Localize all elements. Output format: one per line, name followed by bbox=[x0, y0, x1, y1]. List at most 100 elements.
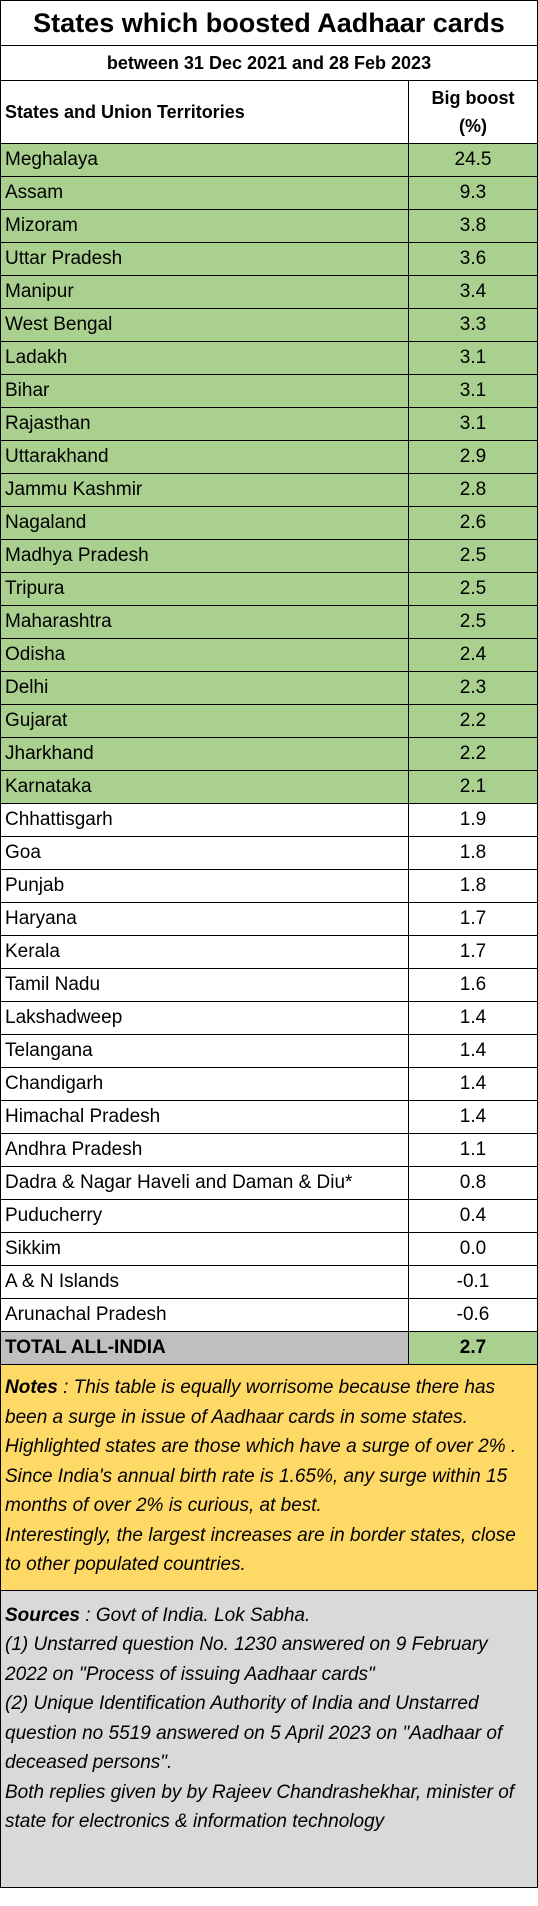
boost-cell: 0.4 bbox=[459, 1205, 487, 1226]
boost-cell: 2.4 bbox=[459, 644, 487, 665]
boost-cell: 2.8 bbox=[459, 479, 487, 500]
boost-cell: 0.8 bbox=[459, 1172, 487, 1193]
boost-cell: 3.1 bbox=[459, 347, 487, 368]
state-cell: Punjab bbox=[1, 870, 409, 902]
table-row: Ladakh 3.1 bbox=[1, 342, 537, 375]
state-cell: West Bengal bbox=[1, 309, 409, 341]
state-cell: Tripura bbox=[1, 573, 409, 605]
state-cell: Goa bbox=[1, 837, 409, 869]
state-cell: Arunachal Pradesh bbox=[1, 1299, 409, 1331]
table-row: Nagaland 2.6 bbox=[1, 507, 537, 540]
state-cell: Delhi bbox=[1, 672, 409, 704]
table-row: Lakshadweep 1.4 bbox=[1, 1002, 537, 1035]
column-header-boost: Big boost (%) bbox=[409, 81, 537, 143]
table-row: Tripura 2.5 bbox=[1, 573, 537, 606]
boost-cell: 1.8 bbox=[459, 842, 487, 863]
table-row: Goa 1.8 bbox=[1, 837, 537, 870]
state-cell: A & N Islands bbox=[1, 1266, 409, 1298]
sources-box: Sources : Govt of India. Lok Sabha. (1) … bbox=[1, 1590, 537, 1887]
table-row: Rajasthan 3.1 bbox=[1, 408, 537, 441]
state-cell: Chhattisgarh bbox=[1, 804, 409, 836]
state-cell: Lakshadweep bbox=[1, 1002, 409, 1034]
table-row: Arunachal Pradesh -0.6 bbox=[1, 1299, 537, 1332]
table-row: Chandigarh 1.4 bbox=[1, 1068, 537, 1101]
state-cell: Jharkhand bbox=[1, 738, 409, 770]
table-row: Himachal Pradesh 1.4 bbox=[1, 1101, 537, 1134]
boost-cell: 2.5 bbox=[459, 545, 487, 566]
boost-cell: 1.4 bbox=[459, 1040, 487, 1061]
table-row: Dadra & Nagar Haveli and Daman & Diu* 0.8 bbox=[1, 1167, 537, 1200]
table-row: Madhya Pradesh 2.5 bbox=[1, 540, 537, 573]
boost-cell: 3.8 bbox=[459, 215, 487, 236]
table-row: Meghalaya 24.5 bbox=[1, 144, 537, 177]
table-row: Karnataka 2.1 bbox=[1, 771, 537, 804]
table-row: Manipur 3.4 bbox=[1, 276, 537, 309]
state-cell: Telangana bbox=[1, 1035, 409, 1067]
boost-cell: -0.1 bbox=[456, 1271, 490, 1292]
state-cell: Maharashtra bbox=[1, 606, 409, 638]
boost-cell: -0.6 bbox=[456, 1304, 490, 1325]
boost-cell: 2.2 bbox=[459, 743, 487, 764]
table-row: Jharkhand 2.2 bbox=[1, 738, 537, 771]
boost-cell: 2.6 bbox=[459, 512, 487, 533]
notes-label: Notes bbox=[5, 1377, 58, 1398]
boost-cell: 24.5 bbox=[454, 149, 492, 170]
table-row: Mizoram 3.8 bbox=[1, 210, 537, 243]
boost-cell: 1.9 bbox=[459, 809, 487, 830]
state-cell: Uttarakhand bbox=[1, 441, 409, 473]
table-row: Gujarat 2.2 bbox=[1, 705, 537, 738]
state-cell: Puducherry bbox=[1, 1200, 409, 1232]
boost-cell: 0.0 bbox=[459, 1238, 487, 1259]
state-cell: Jammu Kashmir bbox=[1, 474, 409, 506]
boost-cell: 1.6 bbox=[459, 974, 487, 995]
table-row: Chhattisgarh 1.9 bbox=[1, 804, 537, 837]
table-row: Delhi 2.3 bbox=[1, 672, 537, 705]
state-cell: Dadra & Nagar Haveli and Daman & Diu* bbox=[1, 1167, 409, 1199]
table-row: Sikkim 0.0 bbox=[1, 1233, 537, 1266]
state-cell: Rajasthan bbox=[1, 408, 409, 440]
state-cell: Karnataka bbox=[1, 771, 409, 803]
boost-cell: 2.3 bbox=[459, 677, 487, 698]
boost-cell: 1.4 bbox=[459, 1106, 487, 1127]
state-cell: Meghalaya bbox=[1, 144, 409, 176]
sources-line3: Both replies given by by Rajeev Chandras… bbox=[5, 1781, 515, 1833]
boost-cell: 3.6 bbox=[459, 248, 487, 269]
table-row: West Bengal 3.3 bbox=[1, 309, 537, 342]
notes-line3: Interestingly, the largest increases are… bbox=[5, 1524, 516, 1576]
table-row: A & N Islands -0.1 bbox=[1, 1266, 537, 1299]
page-subtitle: between 31 Dec 2021 and 28 Feb 2023 bbox=[1, 46, 537, 81]
table-row: Andhra Pradesh 1.1 bbox=[1, 1134, 537, 1167]
table-row: Bihar 3.1 bbox=[1, 375, 537, 408]
state-cell: Odisha bbox=[1, 639, 409, 671]
boost-cell: 3.1 bbox=[459, 380, 487, 401]
total-value: 2.7 bbox=[409, 1332, 537, 1364]
boost-cell: 2.2 bbox=[459, 710, 487, 731]
state-cell: Mizoram bbox=[1, 210, 409, 242]
boost-cell: 2.5 bbox=[459, 611, 487, 632]
boost-cell: 1.4 bbox=[459, 1073, 487, 1094]
state-cell: Sikkim bbox=[1, 1233, 409, 1265]
notes-box: Notes : This table is equally worrisome … bbox=[1, 1365, 537, 1591]
sources-line1: (1) Unstarred question No. 1230 answered… bbox=[5, 1634, 488, 1685]
boost-cell: 1.8 bbox=[459, 875, 487, 896]
table-row: Tamil Nadu 1.6 bbox=[1, 969, 537, 1002]
state-cell: Assam bbox=[1, 177, 409, 209]
state-cell: Nagaland bbox=[1, 507, 409, 539]
boost-cell: 1.7 bbox=[459, 908, 487, 929]
sources-line2: (2) Unique Identification Authority of I… bbox=[5, 1693, 503, 1773]
state-cell: Andhra Pradesh bbox=[1, 1134, 409, 1166]
state-cell: Manipur bbox=[1, 276, 409, 308]
sources-text: : Govt of India. Lok Sabha. bbox=[79, 1604, 311, 1626]
table-row: Kerala 1.7 bbox=[1, 936, 537, 969]
state-cell: Gujarat bbox=[1, 705, 409, 737]
boost-cell: 2.1 bbox=[459, 776, 487, 797]
boost-cell: 2.5 bbox=[459, 578, 487, 599]
table-row: Odisha 2.4 bbox=[1, 639, 537, 672]
page-title: States which boosted Aadhaar cards bbox=[1, 1, 537, 46]
boost-cell: 3.1 bbox=[459, 413, 487, 434]
table-row: Uttarakhand 2.9 bbox=[1, 441, 537, 474]
state-cell: Himachal Pradesh bbox=[1, 1101, 409, 1133]
table-row: Telangana 1.4 bbox=[1, 1035, 537, 1068]
state-cell: Chandigarh bbox=[1, 1068, 409, 1100]
